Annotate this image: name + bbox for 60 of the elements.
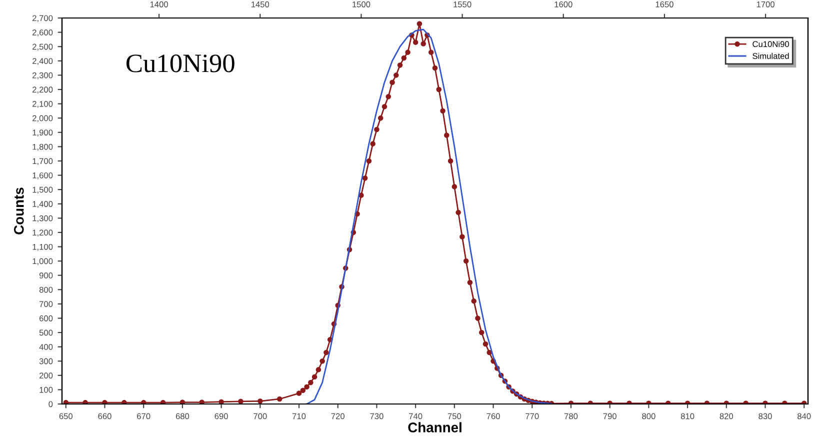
x2-tick-label: 1600 <box>554 1 572 8</box>
x-tick-label: 650 <box>59 413 73 420</box>
y-tick-label: 1,700 <box>32 158 53 166</box>
y-tick-label: 1,300 <box>32 215 53 222</box>
y-tick-label: 300 <box>39 358 53 364</box>
y-tick-label: 1,000 <box>32 258 53 266</box>
x-tick-label: 750 <box>448 413 462 420</box>
x-tick-label: 720 <box>331 413 344 420</box>
annotation: Cu10Ni90 <box>126 54 234 72</box>
x-tick-label: 830 <box>758 413 772 420</box>
y-tick-label: 1,600 <box>32 172 53 180</box>
y-tick-label: 2,400 <box>32 58 53 65</box>
y-tick-label: 0 <box>48 401 53 408</box>
x2-tick-label: 1450 <box>251 1 270 8</box>
y-tick-label: 1,500 <box>32 186 53 194</box>
x-tick-label: 690 <box>214 413 228 420</box>
legend-label: Cu10Ni90 <box>752 40 789 48</box>
y-tick-label: 800 <box>39 286 53 293</box>
x-tick-label: 800 <box>642 413 656 420</box>
x-tick-label: 660 <box>98 413 112 420</box>
y-tick-label: 2,500 <box>32 44 53 51</box>
y-tick-label: 1,100 <box>32 244 53 251</box>
y-tick-label: 200 <box>39 372 53 379</box>
x-tick-label: 810 <box>680 413 694 420</box>
y-tick-label: 2,200 <box>32 86 53 94</box>
x2-tick-label: 1650 <box>656 1 674 8</box>
x2-tick-label: 1700 <box>756 1 774 8</box>
x-tick-label: 710 <box>292 413 306 420</box>
y-tick-label: 1,800 <box>32 144 53 151</box>
x-tick-label: 730 <box>370 413 384 420</box>
y-tick-label: 400 <box>39 344 53 350</box>
legend-label: Simulated <box>752 52 789 59</box>
y-tick-label: 2,100 <box>32 100 53 108</box>
x2-tick-label: 1550 <box>454 1 472 8</box>
x2-tick-label: 1500 <box>352 1 370 8</box>
y-tick-label: 700 <box>39 301 53 308</box>
y-tick-label: 2,600 <box>32 29 53 36</box>
y-tick-label: 2,000 <box>32 115 53 122</box>
y-tick-label: 1,900 <box>32 130 53 136</box>
y-tick-label: 1,200 <box>32 230 53 237</box>
y-tick-label: 900 <box>39 272 53 278</box>
y-tick-label: 1,400 <box>32 201 53 208</box>
y-tick-label: 500 <box>39 330 53 336</box>
x-tick-label: 780 <box>564 413 578 420</box>
x-tick-label: 700 <box>254 413 267 420</box>
x-tick-label: 680 <box>176 413 190 420</box>
y-tick-label: 600 <box>39 315 53 322</box>
x-tick-label: 820 <box>720 413 734 420</box>
x-tick-label: 770 <box>526 413 539 420</box>
x-tick-label: 740 <box>409 413 422 420</box>
y-axis-title: Counts <box>14 188 24 234</box>
y-tick-label: 100 <box>40 386 53 393</box>
x-tick-label: 760 <box>486 413 500 420</box>
y-tick-label: 2,300 <box>32 72 53 80</box>
x-tick-label: 790 <box>603 413 616 420</box>
x2-tick-label: 1400 <box>150 1 168 8</box>
x-axis-title: Channel <box>408 422 462 432</box>
x-tick-label: 670 <box>137 413 150 420</box>
y-tick-label: 2,700 <box>32 15 53 22</box>
x-tick-label: 840 <box>798 413 811 420</box>
